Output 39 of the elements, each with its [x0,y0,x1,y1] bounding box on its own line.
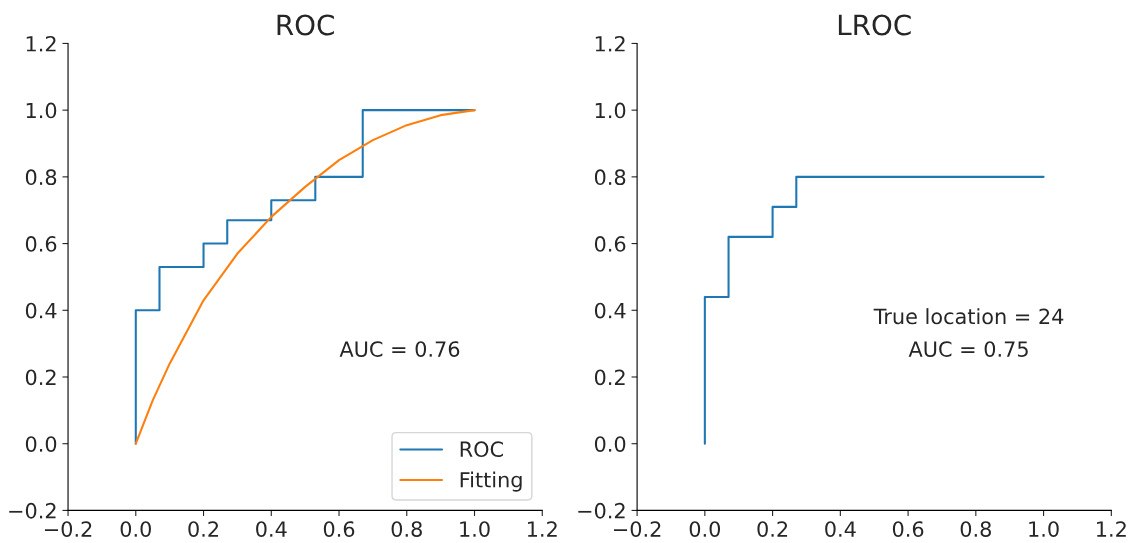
x-tick-label: 0.2 [188,521,219,537]
y-tick-label: 0.6 [594,236,626,252]
y-tick-label: −0.2 [578,502,625,519]
chart-title: LROC [838,14,911,36]
x-tick-label: 1.0 [460,521,490,537]
legend-label: Fitting [460,471,522,492]
x-tick-label: 0.8 [391,521,422,537]
y-tick-label: 0.4 [25,302,57,319]
y-tick-label: 1.0 [26,102,57,119]
y-tick-label: −0.2 [9,502,56,519]
x-tick-label: 0.0 [120,521,151,537]
x-tick-label: 0.8 [960,521,991,537]
y-tick-label: 1.0 [595,102,626,119]
x-tick-label: 0.4 [825,521,856,537]
x-tick-label: 1.2 [1097,521,1126,537]
y-tick-label: 0.0 [25,436,57,452]
y-tick-label: 0.2 [594,369,625,386]
y-tick-label: 0.4 [594,302,626,319]
y-tick-label: 0.6 [25,236,57,252]
y-tick-label: 1.2 [26,35,56,52]
x-tick-label: 0.0 [689,521,721,537]
annotation: AUC = 0.76 [339,341,460,357]
x-tick-label: 0.6 [892,521,924,537]
x-tick-label: −0.2 [614,521,661,537]
x-tick-label: 1.0 [1029,521,1059,537]
y-tick-label: 0.0 [594,436,626,452]
y-tick-label: 1.2 [595,35,625,52]
x-tick-label: −0.2 [44,521,92,537]
y-tick-label: 0.8 [594,169,626,186]
x-tick-label: 0.2 [757,521,788,537]
x-tick-label: 0.6 [323,521,355,537]
y-tick-label: 0.2 [25,369,56,386]
chart-title: ROC [277,14,334,36]
annotation: True location = 24 [873,308,1064,325]
legend-label: ROC [460,441,503,458]
annotation: AUC = 0.75 [908,341,1028,357]
x-tick-label: 0.4 [256,521,287,537]
y-tick-label: 0.8 [25,169,57,186]
x-tick-label: 1.2 [527,521,557,537]
